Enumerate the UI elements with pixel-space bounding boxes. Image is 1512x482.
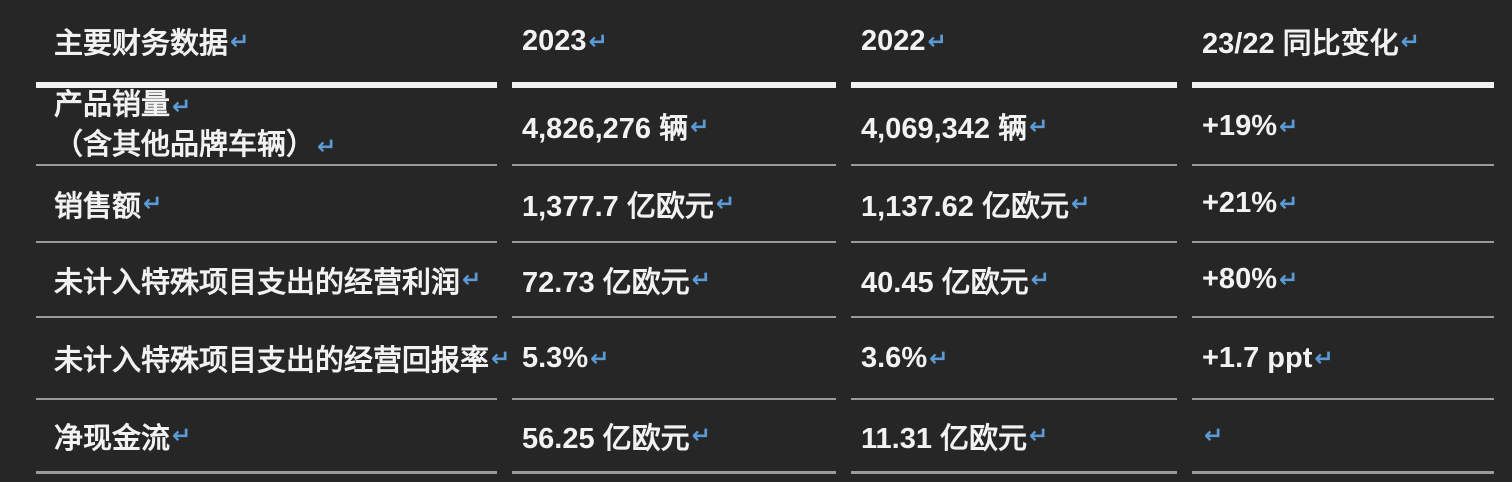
- line-break-icon: ↵: [1278, 190, 1299, 216]
- line-break-icon: ↵: [1030, 266, 1050, 292]
- line-break-icon: ↵: [1400, 27, 1420, 54]
- value-change: +80% ↵: [1192, 243, 1494, 318]
- header-label: 23/22 同比变化: [1202, 28, 1399, 60]
- line-break-icon: ↵: [230, 27, 250, 54]
- line-break-icon: ↵: [1029, 422, 1049, 448]
- line-break-icon: ↵: [588, 27, 608, 54]
- line-break-icon: ↵: [927, 27, 947, 54]
- line-break-icon: ↵: [715, 190, 736, 216]
- label-line: 产品销量↵: [54, 89, 192, 121]
- line-break-icon: ↵: [1278, 112, 1299, 139]
- line-break-icon: ↵: [1314, 344, 1334, 371]
- row-label-net-cash-flow: 净现金流 ↵: [36, 400, 497, 474]
- line-break-icon: ↵: [317, 133, 337, 159]
- value-2022: 4,069,342 辆 ↵: [851, 88, 1177, 166]
- line-break-icon: ↵: [590, 344, 610, 371]
- value-2023: 4,826,276 辆 ↵: [512, 88, 836, 166]
- line-break-icon: ↵: [1070, 190, 1091, 216]
- line-break-icon: ↵: [691, 422, 711, 448]
- value-2023: 5.3% ↵: [512, 318, 836, 400]
- value-change: +21% ↵: [1192, 166, 1494, 243]
- financial-data-table: 主要财务数据 ↵ 2023 ↵ 2022 ↵ 23/22 同比变化 ↵ 产品销量↵ （含…: [36, 0, 1494, 474]
- header-label: 2023: [522, 24, 587, 57]
- line-break-icon: ↵: [1204, 422, 1224, 448]
- value-change: +1.7 ppt ↵: [1192, 318, 1494, 400]
- row-label-product-sales-volume: 产品销量↵ （含其他品牌车辆）↵: [36, 88, 497, 166]
- line-break-icon: ↵: [690, 112, 710, 139]
- line-break-icon: ↵: [691, 266, 711, 292]
- line-break-icon: ↵: [491, 344, 511, 371]
- line-break-icon: ↵: [1278, 266, 1299, 292]
- header-cell-yoy-change: 23/22 同比变化 ↵: [1192, 0, 1494, 88]
- header-label: 2022: [861, 24, 926, 57]
- row-label-sales-revenue: 销售额 ↵: [36, 166, 497, 243]
- value-change: +19% ↵: [1192, 88, 1494, 166]
- value-change: ↵: [1192, 400, 1494, 474]
- line-break-icon: ↵: [172, 93, 192, 119]
- header-cell-metric: 主要财务数据 ↵: [36, 0, 497, 88]
- header-cell-2023: 2023 ↵: [512, 0, 836, 88]
- label-line: （含其他品牌车辆）↵: [54, 129, 337, 161]
- line-break-icon: ↵: [1029, 112, 1049, 139]
- line-break-icon: ↵: [929, 344, 949, 371]
- value-2022: 3.6% ↵: [851, 318, 1177, 400]
- row-label-operating-profit: 未计入特殊项目支出的经营利润 ↵: [36, 243, 497, 318]
- line-break-icon: ↵: [172, 422, 192, 448]
- line-break-icon: ↵: [143, 190, 163, 216]
- value-2022: 1,137.62 亿欧元 ↵: [851, 166, 1177, 243]
- header-cell-2022: 2022 ↵: [851, 0, 1177, 88]
- line-break-icon: ↵: [462, 266, 482, 292]
- value-2023: 1,377.7 亿欧元 ↵: [512, 166, 836, 243]
- row-label-operating-return-rate: 未计入特殊项目支出的经营回报率 ↵: [36, 318, 510, 400]
- value-2022: 40.45 亿欧元 ↵: [851, 243, 1177, 318]
- header-label: 主要财务数据: [54, 28, 229, 60]
- value-2023: 56.25 亿欧元 ↵: [512, 400, 836, 474]
- value-2023: 72.73 亿欧元 ↵: [512, 243, 836, 318]
- value-2022: 11.31 亿欧元 ↵: [851, 400, 1177, 474]
